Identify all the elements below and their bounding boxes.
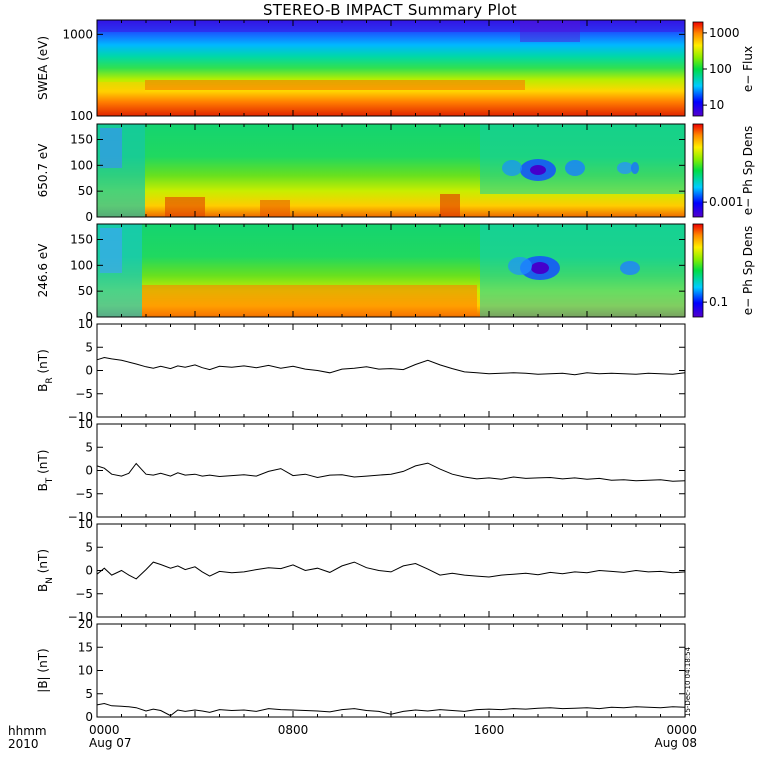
- colorbar-tick-label: 0.001: [709, 195, 743, 209]
- y-axis-label: 650.7 eV: [36, 143, 50, 198]
- pitch-angle-246-panel: [96, 223, 686, 318]
- x-tick-label: 0000: [89, 723, 120, 737]
- y-tick-label: −5: [75, 587, 93, 601]
- colorbar-tick-label: 1000: [709, 26, 740, 40]
- y-tick-label: −10: [68, 510, 93, 524]
- y-tick-label: 20: [78, 617, 93, 631]
- pa246-heatmap: [97, 224, 685, 317]
- br-series-line: [96, 356, 686, 376]
- y-tick-label: 0: [85, 564, 93, 578]
- pa246-colorbar: [692, 223, 704, 318]
- year-label: 2010: [8, 737, 39, 751]
- pa650-colorbar: [692, 123, 704, 218]
- colorbar-label: e− Ph Sp Dens: [741, 226, 755, 315]
- y-tick-label: 0: [85, 464, 93, 478]
- swea-spectrogram-panel: [96, 19, 686, 117]
- y-tick-label: 150: [70, 133, 93, 147]
- y-tick-label: 100: [70, 258, 93, 272]
- y-tick-label: 15: [78, 640, 93, 654]
- y-tick-label: 150: [70, 233, 93, 247]
- y-axis-label: BT (nT): [36, 450, 55, 492]
- y-axis-label: SWEA (eV): [36, 36, 50, 100]
- colorbar-tick-label: 0.1: [709, 295, 728, 309]
- timestamp-note: 15-Dec-10 04:18:54: [684, 646, 692, 717]
- y-tick-label: −10: [68, 410, 93, 424]
- pa650-heatmap: [97, 124, 685, 217]
- x-date-label: Aug 08: [654, 736, 697, 750]
- plot-title: STEREO-B IMPACT Summary Plot: [262, 1, 517, 19]
- swea-colorbar: [692, 21, 704, 117]
- y-tick-label: 5: [85, 540, 93, 554]
- y-axis-label: BN (nT): [36, 549, 55, 592]
- y-tick-label: −5: [75, 487, 93, 501]
- y-tick-label: 0: [85, 364, 93, 378]
- colorbar-label: e− Ph Sp Dens: [741, 126, 755, 215]
- bt-series-line: [96, 462, 686, 482]
- y-axis-label: |B| (nT): [36, 648, 50, 692]
- y-axis-label: 246.6 eV: [36, 243, 50, 298]
- y-tick-label: −10: [68, 610, 93, 624]
- bt-panel: [96, 423, 686, 518]
- y-tick-label: −5: [75, 387, 93, 401]
- y-tick-label: 100: [70, 109, 93, 123]
- corner-labels: hhmm 2010: [8, 725, 47, 751]
- colorbar-tick-label: 10: [709, 98, 724, 112]
- y-tick-label: 0: [85, 310, 93, 324]
- y-tick-label: 50: [78, 184, 93, 198]
- bn-series-line: [96, 561, 686, 580]
- y-tick-label: 100: [70, 158, 93, 172]
- y-tick-label: 5: [85, 440, 93, 454]
- y-tick-label: 5: [85, 687, 93, 701]
- y-tick-label: 0: [85, 710, 93, 724]
- br-panel: [96, 323, 686, 418]
- x-date-label: Aug 07: [89, 736, 132, 750]
- colorbar-tick-label: 100: [709, 62, 732, 76]
- x-tick-label: 1600: [474, 723, 505, 737]
- pitch-angle-650-panel: [96, 123, 686, 218]
- x-tick-label: 0800: [278, 723, 309, 737]
- swea-heatmap: [97, 20, 685, 116]
- y-tick-label: 1000: [62, 27, 93, 41]
- y-tick-label: 50: [78, 284, 93, 298]
- y-tick-label: 10: [78, 664, 93, 678]
- colorbar-label: e− Flux: [741, 46, 755, 92]
- y-tick-label: 5: [85, 340, 93, 354]
- bn-panel: [96, 523, 686, 618]
- bmag-series-line: [96, 702, 686, 717]
- bmag-panel: [96, 623, 686, 718]
- y-axis-label: BR (nT): [36, 349, 55, 392]
- y-tick-label: 10: [78, 517, 93, 531]
- y-tick-label: 0: [85, 210, 93, 224]
- y-tick-label: 10: [78, 317, 93, 331]
- y-tick-label: 10: [78, 417, 93, 431]
- time-format-label: hhmm: [8, 724, 47, 738]
- x-tick-label: 0000: [666, 723, 697, 737]
